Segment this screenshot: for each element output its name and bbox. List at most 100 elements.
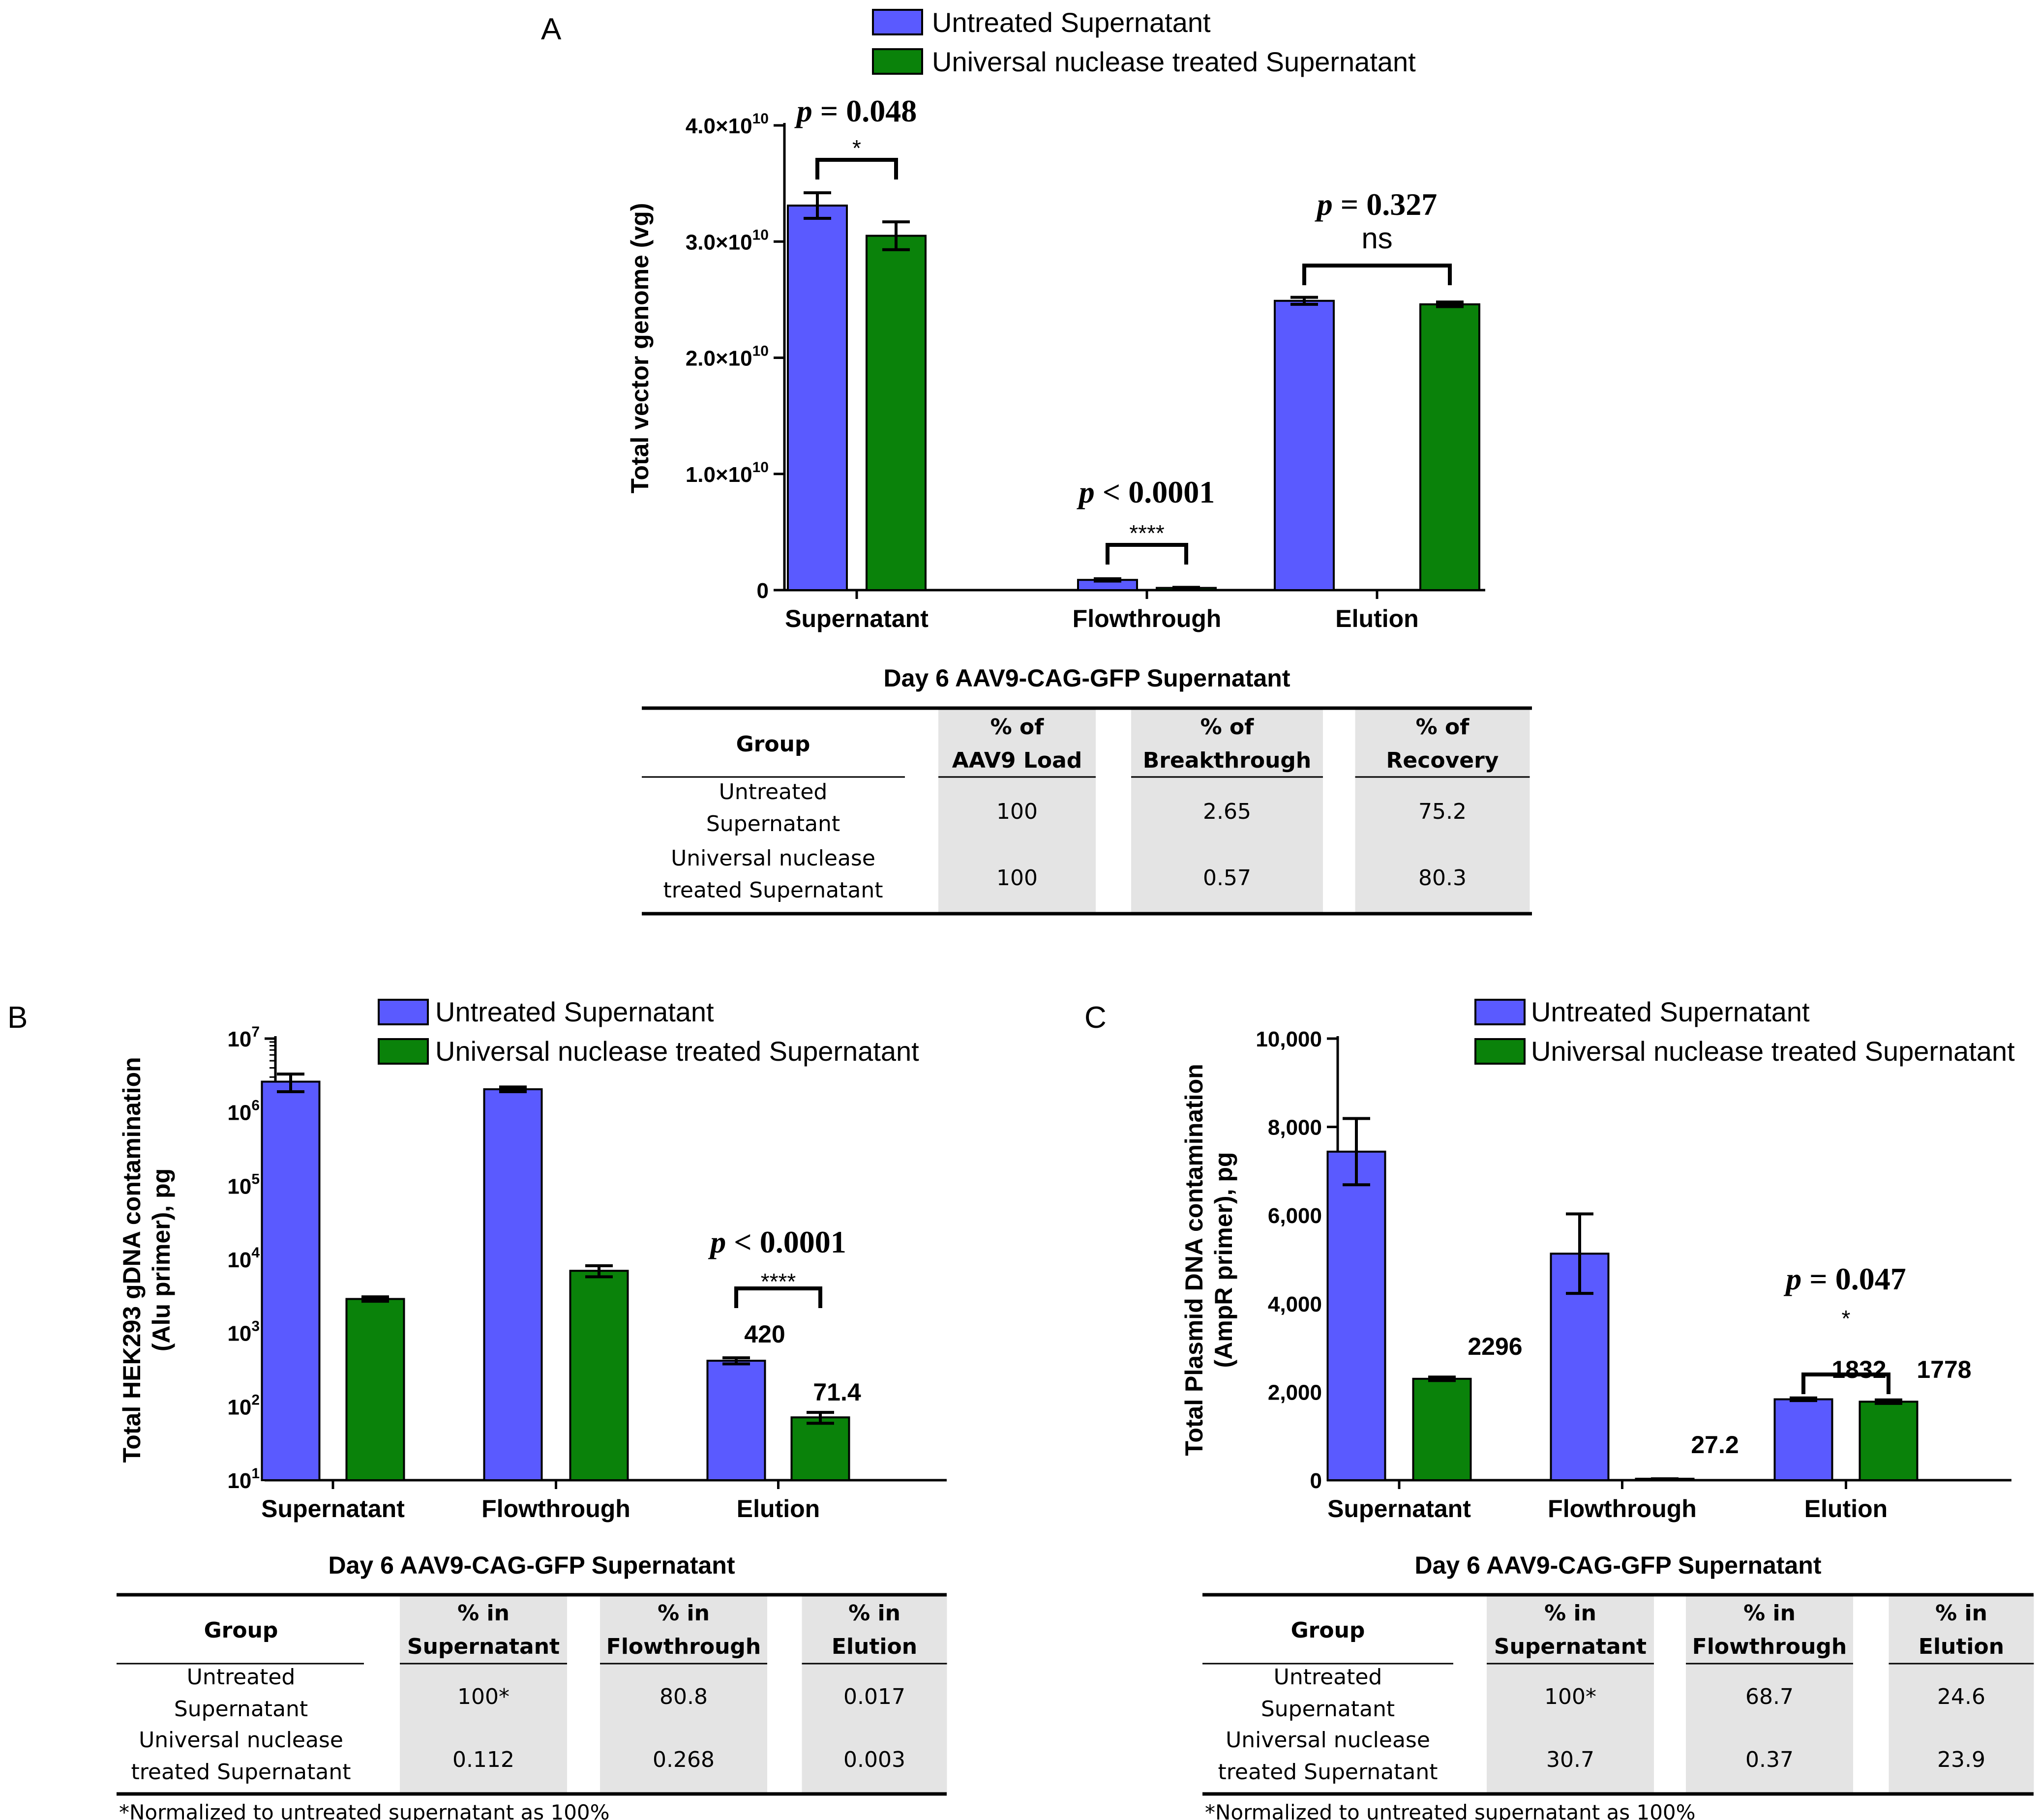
table-header-b: Elution bbox=[832, 1634, 917, 1659]
table-header-b: % in bbox=[658, 1601, 710, 1626]
bar-c-treated-elution bbox=[1859, 1401, 1919, 1482]
table-header-group-c: Group bbox=[1291, 1618, 1365, 1643]
data-label-c-treated-elution: 1778 bbox=[1917, 1356, 1971, 1383]
table-a: Day 6 AAV9-CAG-GFP Supernatant Group % of A… bbox=[642, 664, 1532, 916]
legend-a-treated-label: Universal nuclease treated Supernatant bbox=[932, 46, 1416, 77]
plot-b: 101 102 103 104 105 106 107 Supernatant Flowthro… bbox=[227, 1024, 947, 1522]
p-value-a: p = 0.327 bbox=[1315, 187, 1437, 222]
bar-b-treated-supernatant bbox=[345, 1298, 405, 1482]
table-shade-a bbox=[1131, 708, 1323, 914]
significance-stars-a: ns bbox=[1361, 222, 1392, 255]
y-tick-label-c: 6,000 bbox=[1268, 1204, 1322, 1228]
y-tick-label-a: 2.0×1010 bbox=[686, 343, 769, 371]
bar-b-untreated-flowthrough bbox=[483, 1088, 543, 1482]
bar-a-untreated-supernatant bbox=[787, 205, 848, 591]
table-header-c: % in bbox=[1743, 1601, 1796, 1626]
panel-a-ylabel: Total vector genome (vg) bbox=[626, 203, 654, 494]
legend-a: Untreated Supernatant Universal nuclease… bbox=[872, 7, 1416, 77]
bar-a-untreated-elution bbox=[1274, 299, 1335, 591]
table-footnote-c: *Normalized to untreated supernatant as … bbox=[1205, 1800, 1696, 1820]
table-header-c: Flowthrough bbox=[1692, 1634, 1847, 1659]
y-tick-label-a: 3.0×1010 bbox=[686, 227, 769, 254]
table-row-group-c: treated Supernatant bbox=[1218, 1760, 1438, 1785]
table-title-c: Day 6 AAV9-CAG-GFP Supernatant bbox=[1414, 1551, 1821, 1579]
table-header-a: Recovery bbox=[1386, 748, 1499, 773]
legend-c-untreated-label: Untreated Supernatant bbox=[1531, 996, 1810, 1027]
legend-c-treated-label: Universal nuclease treated Supernatant bbox=[1531, 1036, 2015, 1067]
legend-a-untreated-swatch bbox=[872, 9, 923, 35]
x-tick-label-c: Elution bbox=[1804, 1495, 1888, 1522]
x-tick-label-c: Flowthrough bbox=[1548, 1495, 1697, 1522]
p-value-b: p < 0.0001 bbox=[708, 1224, 846, 1259]
y-tick-label-a: 4.0×1010 bbox=[686, 111, 769, 138]
table-header-a: AAV9 Load bbox=[952, 748, 1082, 773]
table-row-group-c: Universal nuclease bbox=[1226, 1728, 1430, 1753]
table-shade-a bbox=[1355, 708, 1530, 914]
panel-b: B Untreated Supernatant Universal nuclea… bbox=[7, 996, 947, 1522]
x-tick-label-c: Supernatant bbox=[1327, 1495, 1471, 1522]
bar-b-treated-elution bbox=[790, 1416, 850, 1481]
table-cell-a: 100 bbox=[996, 865, 1038, 891]
panel-a: A Untreated Supernatant Universal nuclea… bbox=[541, 7, 1485, 632]
x-tick-label-b: Flowthrough bbox=[481, 1495, 630, 1522]
table-title-a: Day 6 AAV9-CAG-GFP Supernatant bbox=[883, 664, 1290, 692]
y-tick-label-b: 101 bbox=[227, 1465, 260, 1493]
significance-stars-c: * bbox=[1842, 1306, 1851, 1331]
y-tick-label-a: 1.0×1010 bbox=[686, 459, 769, 487]
table-header-b: Supernatant bbox=[407, 1634, 560, 1659]
legend-b: Untreated Supernatant Universal nuclease… bbox=[378, 996, 919, 1067]
table-footnote-b: *Normalized to untreated supernatant as … bbox=[119, 1800, 610, 1820]
table-header-c: Elution bbox=[1919, 1634, 2004, 1659]
data-label-c-treated-flowthrough: 27.2 bbox=[1691, 1431, 1739, 1459]
table-cell-c: 30.7 bbox=[1546, 1747, 1594, 1772]
x-tick-label-a: Flowthrough bbox=[1073, 605, 1222, 632]
table-header-b: Flowthrough bbox=[606, 1634, 761, 1659]
table-shade-b bbox=[600, 1595, 767, 1794]
panel-c-ylabel-line2: (AmpR primer), pg bbox=[1210, 1152, 1237, 1368]
table-header-a: % of bbox=[1200, 715, 1255, 740]
table-row-group-c: Supernatant bbox=[1261, 1697, 1395, 1722]
x-tick-label-b: Elution bbox=[737, 1495, 820, 1522]
bar-b-treated-flowthrough bbox=[569, 1270, 629, 1481]
table-header-a: % of bbox=[990, 715, 1045, 740]
table-cell-b: 100* bbox=[457, 1684, 510, 1709]
legend-c-treated-swatch bbox=[1474, 1038, 1526, 1065]
table-cell-b: 80.8 bbox=[660, 1684, 708, 1709]
table-header-c: % in bbox=[1544, 1601, 1596, 1626]
panel-b-letter: B bbox=[7, 1001, 28, 1035]
y-tick-label-b: 104 bbox=[227, 1245, 260, 1272]
table-cell-b: 0.017 bbox=[843, 1684, 905, 1709]
significance-bracket-c bbox=[1801, 1372, 1890, 1394]
y-tick-label-c: 0 bbox=[1310, 1469, 1322, 1493]
y-tick-label-c: 4,000 bbox=[1268, 1292, 1322, 1316]
table-header-c: Supernatant bbox=[1494, 1634, 1647, 1659]
y-tick-label-b: 103 bbox=[227, 1318, 260, 1346]
significance-stars-b: **** bbox=[761, 1269, 796, 1294]
table-row-group-b: Universal nuclease bbox=[139, 1728, 343, 1753]
bar-c-untreated-supernatant bbox=[1326, 1150, 1386, 1481]
legend-b-treated-swatch bbox=[378, 1038, 429, 1065]
significance-bracket-a bbox=[1106, 543, 1188, 565]
y-tick-label-b: 105 bbox=[227, 1171, 260, 1198]
bar-c-untreated-elution bbox=[1773, 1398, 1833, 1481]
significance-stars-a: **** bbox=[1129, 520, 1165, 546]
table-row-group-c: Untreated bbox=[1274, 1665, 1382, 1690]
significance-stars-a: * bbox=[852, 135, 861, 161]
table-shade-c bbox=[1889, 1595, 2034, 1794]
table-cell-b: 0.003 bbox=[843, 1747, 905, 1772]
y-tick-label-b: 106 bbox=[227, 1098, 260, 1125]
data-label-c-treated-supernatant: 2296 bbox=[1468, 1333, 1522, 1360]
panel-b-ylabel-line1: Total HEK293 gDNA contamination bbox=[118, 1057, 146, 1462]
table-shade-c bbox=[1487, 1595, 1654, 1794]
y-tick-label-b: 107 bbox=[227, 1024, 260, 1051]
table-row-group-a: treated Supernatant bbox=[663, 878, 883, 903]
legend-a-untreated-label: Untreated Supernatant bbox=[932, 7, 1211, 38]
legend-a-treated-swatch bbox=[872, 48, 923, 75]
plot-a: 0 1.0×1010 2.0×1010 3.0×1010 4.0×1010 Superna… bbox=[686, 93, 1485, 632]
table-cell-b: 0.112 bbox=[452, 1747, 514, 1772]
table-shade-a bbox=[938, 708, 1096, 914]
table-row-group-a: Untreated bbox=[719, 779, 828, 805]
table-row-group-b: Supernatant bbox=[174, 1697, 308, 1722]
table-cell-a: 75.2 bbox=[1418, 799, 1467, 824]
